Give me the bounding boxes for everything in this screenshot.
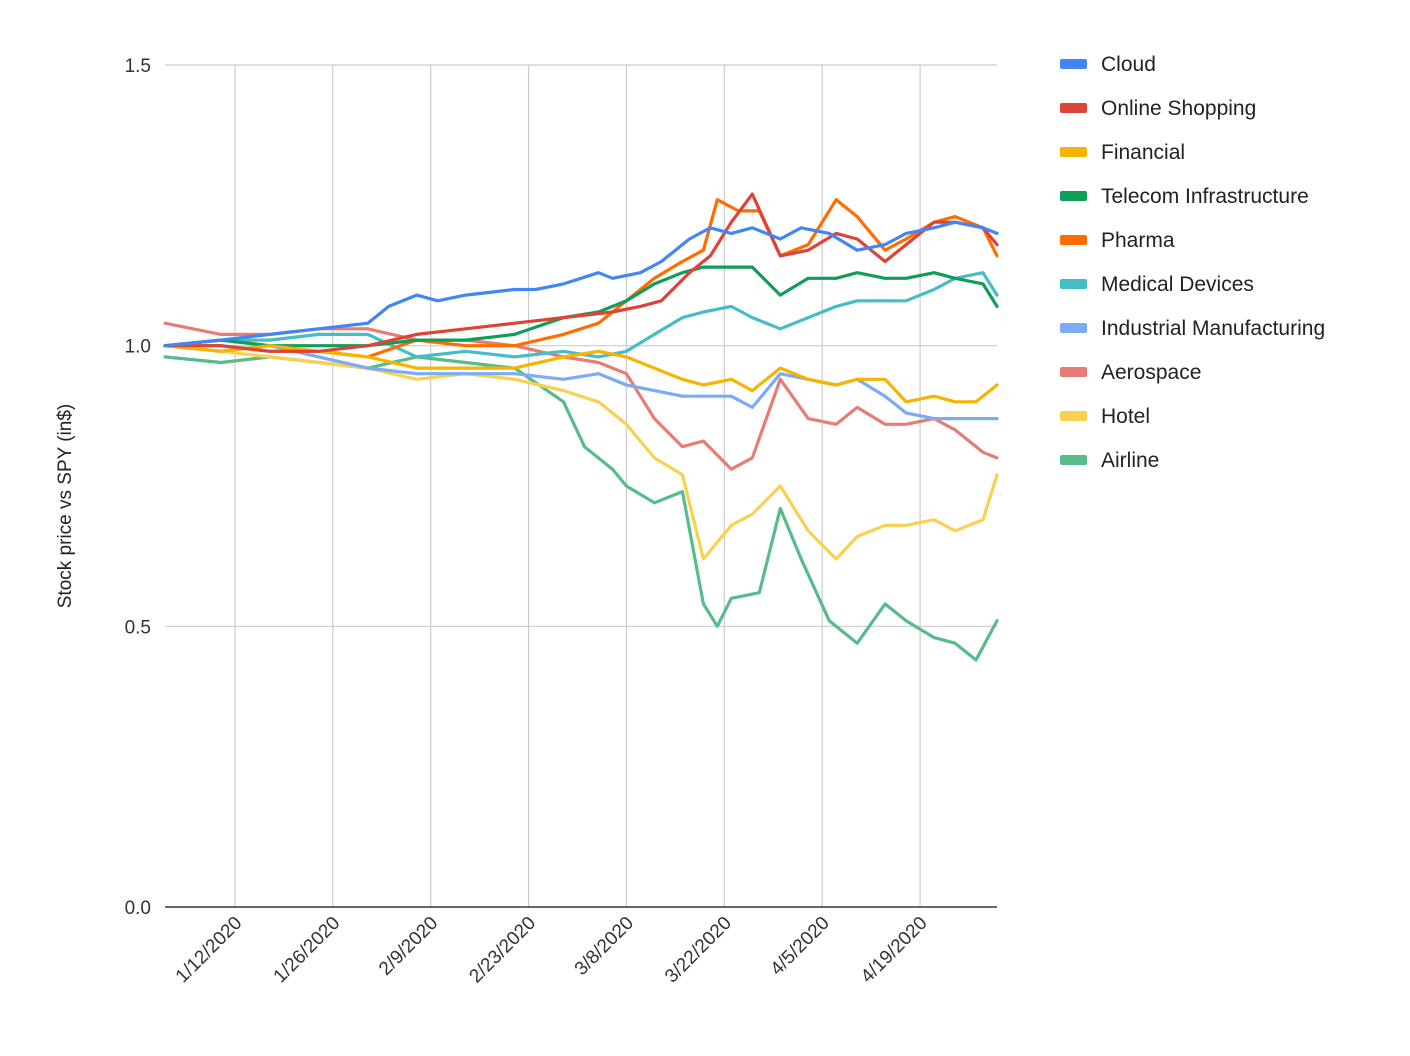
legend-swatch [1060, 323, 1087, 333]
series-lines [163, 192, 999, 662]
series-line-medical-devices [163, 271, 999, 359]
legend-item-cloud: Cloud [1060, 53, 1156, 76]
series-line-online-shopping [163, 192, 999, 353]
legend-swatch [1060, 103, 1087, 113]
legend-swatch [1060, 191, 1087, 201]
series-line-airline [163, 355, 999, 662]
legend-label: Airline [1101, 449, 1159, 472]
y-axis: 0.0 0.5 1.0 1.5 [125, 56, 151, 919]
grid-lines [165, 64, 997, 907]
legend-label: Aerospace [1101, 361, 1201, 384]
x-axis: 1/12/2020 1/26/2020 2/9/2020 2/23/2020 3/8/2… [165, 906, 997, 988]
legend-swatch [1060, 59, 1087, 69]
y-tick-label: 1.5 [125, 56, 151, 77]
legend-label: Hotel [1101, 405, 1150, 428]
legend-label: Cloud [1101, 53, 1156, 76]
legend-label: Pharma [1101, 229, 1175, 252]
legend-item-telecom-infrastructure: Telecom Infrastructure [1060, 185, 1309, 208]
legend-item-medical-devices: Medical Devices [1060, 273, 1254, 296]
series-line-cloud [163, 220, 999, 348]
y-tick-label: 1.0 [125, 337, 151, 358]
legend-item-industrial-manufacturing: Industrial Manufacturing [1060, 317, 1325, 340]
legend-item-pharma: Pharma [1060, 229, 1175, 252]
legend-swatch [1060, 367, 1087, 377]
legend-swatch [1060, 411, 1087, 421]
x-tick-label: 3/22/2020 [661, 913, 736, 988]
series-line-pharma [163, 198, 999, 359]
legend-item-hotel: Hotel [1060, 405, 1150, 428]
x-tick-label: 4/19/2020 [857, 913, 932, 988]
legend-label: Online Shopping [1101, 97, 1256, 120]
legend-swatch [1060, 455, 1087, 465]
legend-swatch [1060, 147, 1087, 157]
legend-item-aerospace: Aerospace [1060, 361, 1201, 384]
x-tick-label: 2/9/2020 [375, 913, 442, 980]
y-tick-label: 0.5 [125, 617, 151, 638]
legend-item-online-shopping: Online Shopping [1060, 97, 1256, 120]
legend-swatch [1060, 235, 1087, 245]
y-axis-title: Stock price vs SPY (in$) [55, 404, 76, 609]
legend-label: Medical Devices [1101, 273, 1254, 296]
legend-item-financial: Financial [1060, 141, 1185, 164]
x-tick-label: 3/8/2020 [571, 913, 638, 980]
x-tick-label: 1/26/2020 [270, 913, 345, 988]
x-tick-label: 4/5/2020 [767, 913, 834, 980]
legend-item-airline: Airline [1060, 449, 1159, 472]
legend-label: Financial [1101, 141, 1185, 164]
x-tick-label: 2/23/2020 [465, 913, 540, 988]
legend-label: Telecom Infrastructure [1101, 185, 1309, 208]
legend: Cloud Online Shopping Financial Telecom Inf… [1060, 53, 1325, 472]
x-tick-label: 1/12/2020 [172, 913, 247, 988]
series-line-aerospace [163, 321, 999, 471]
series-line-industrial-manufacturing [163, 344, 999, 421]
series-line-financial [163, 344, 999, 404]
legend-label: Industrial Manufacturing [1101, 317, 1325, 340]
legend-swatch [1060, 279, 1087, 289]
y-tick-label: 0.0 [125, 898, 151, 919]
